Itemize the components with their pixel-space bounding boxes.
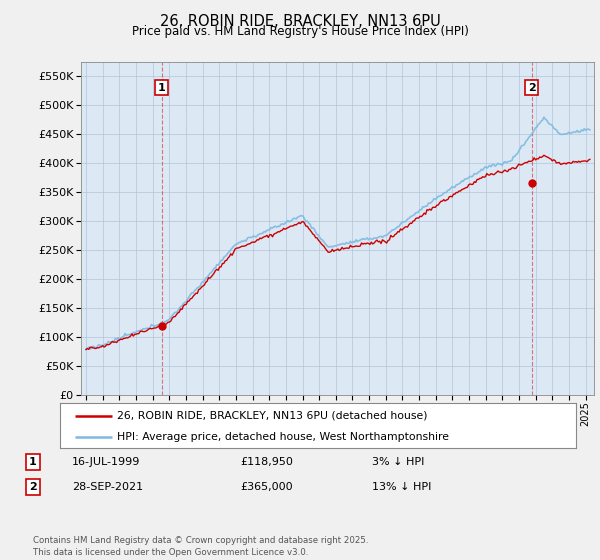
Text: £118,950: £118,950 <box>240 457 293 467</box>
Text: 28-SEP-2021: 28-SEP-2021 <box>72 482 143 492</box>
Text: 1: 1 <box>158 83 166 92</box>
Text: HPI: Average price, detached house, West Northamptonshire: HPI: Average price, detached house, West… <box>117 432 449 442</box>
Text: £365,000: £365,000 <box>240 482 293 492</box>
Text: 3% ↓ HPI: 3% ↓ HPI <box>372 457 424 467</box>
Text: 2: 2 <box>527 83 535 92</box>
Text: 2: 2 <box>29 482 37 492</box>
Text: Price paid vs. HM Land Registry's House Price Index (HPI): Price paid vs. HM Land Registry's House … <box>131 25 469 38</box>
Text: Contains HM Land Registry data © Crown copyright and database right 2025.
This d: Contains HM Land Registry data © Crown c… <box>33 536 368 557</box>
Text: 13% ↓ HPI: 13% ↓ HPI <box>372 482 431 492</box>
Text: 26, ROBIN RIDE, BRACKLEY, NN13 6PU (detached house): 26, ROBIN RIDE, BRACKLEY, NN13 6PU (deta… <box>117 410 427 421</box>
Text: 26, ROBIN RIDE, BRACKLEY, NN13 6PU: 26, ROBIN RIDE, BRACKLEY, NN13 6PU <box>160 14 440 29</box>
Text: 16-JUL-1999: 16-JUL-1999 <box>72 457 140 467</box>
Text: 1: 1 <box>29 457 37 467</box>
